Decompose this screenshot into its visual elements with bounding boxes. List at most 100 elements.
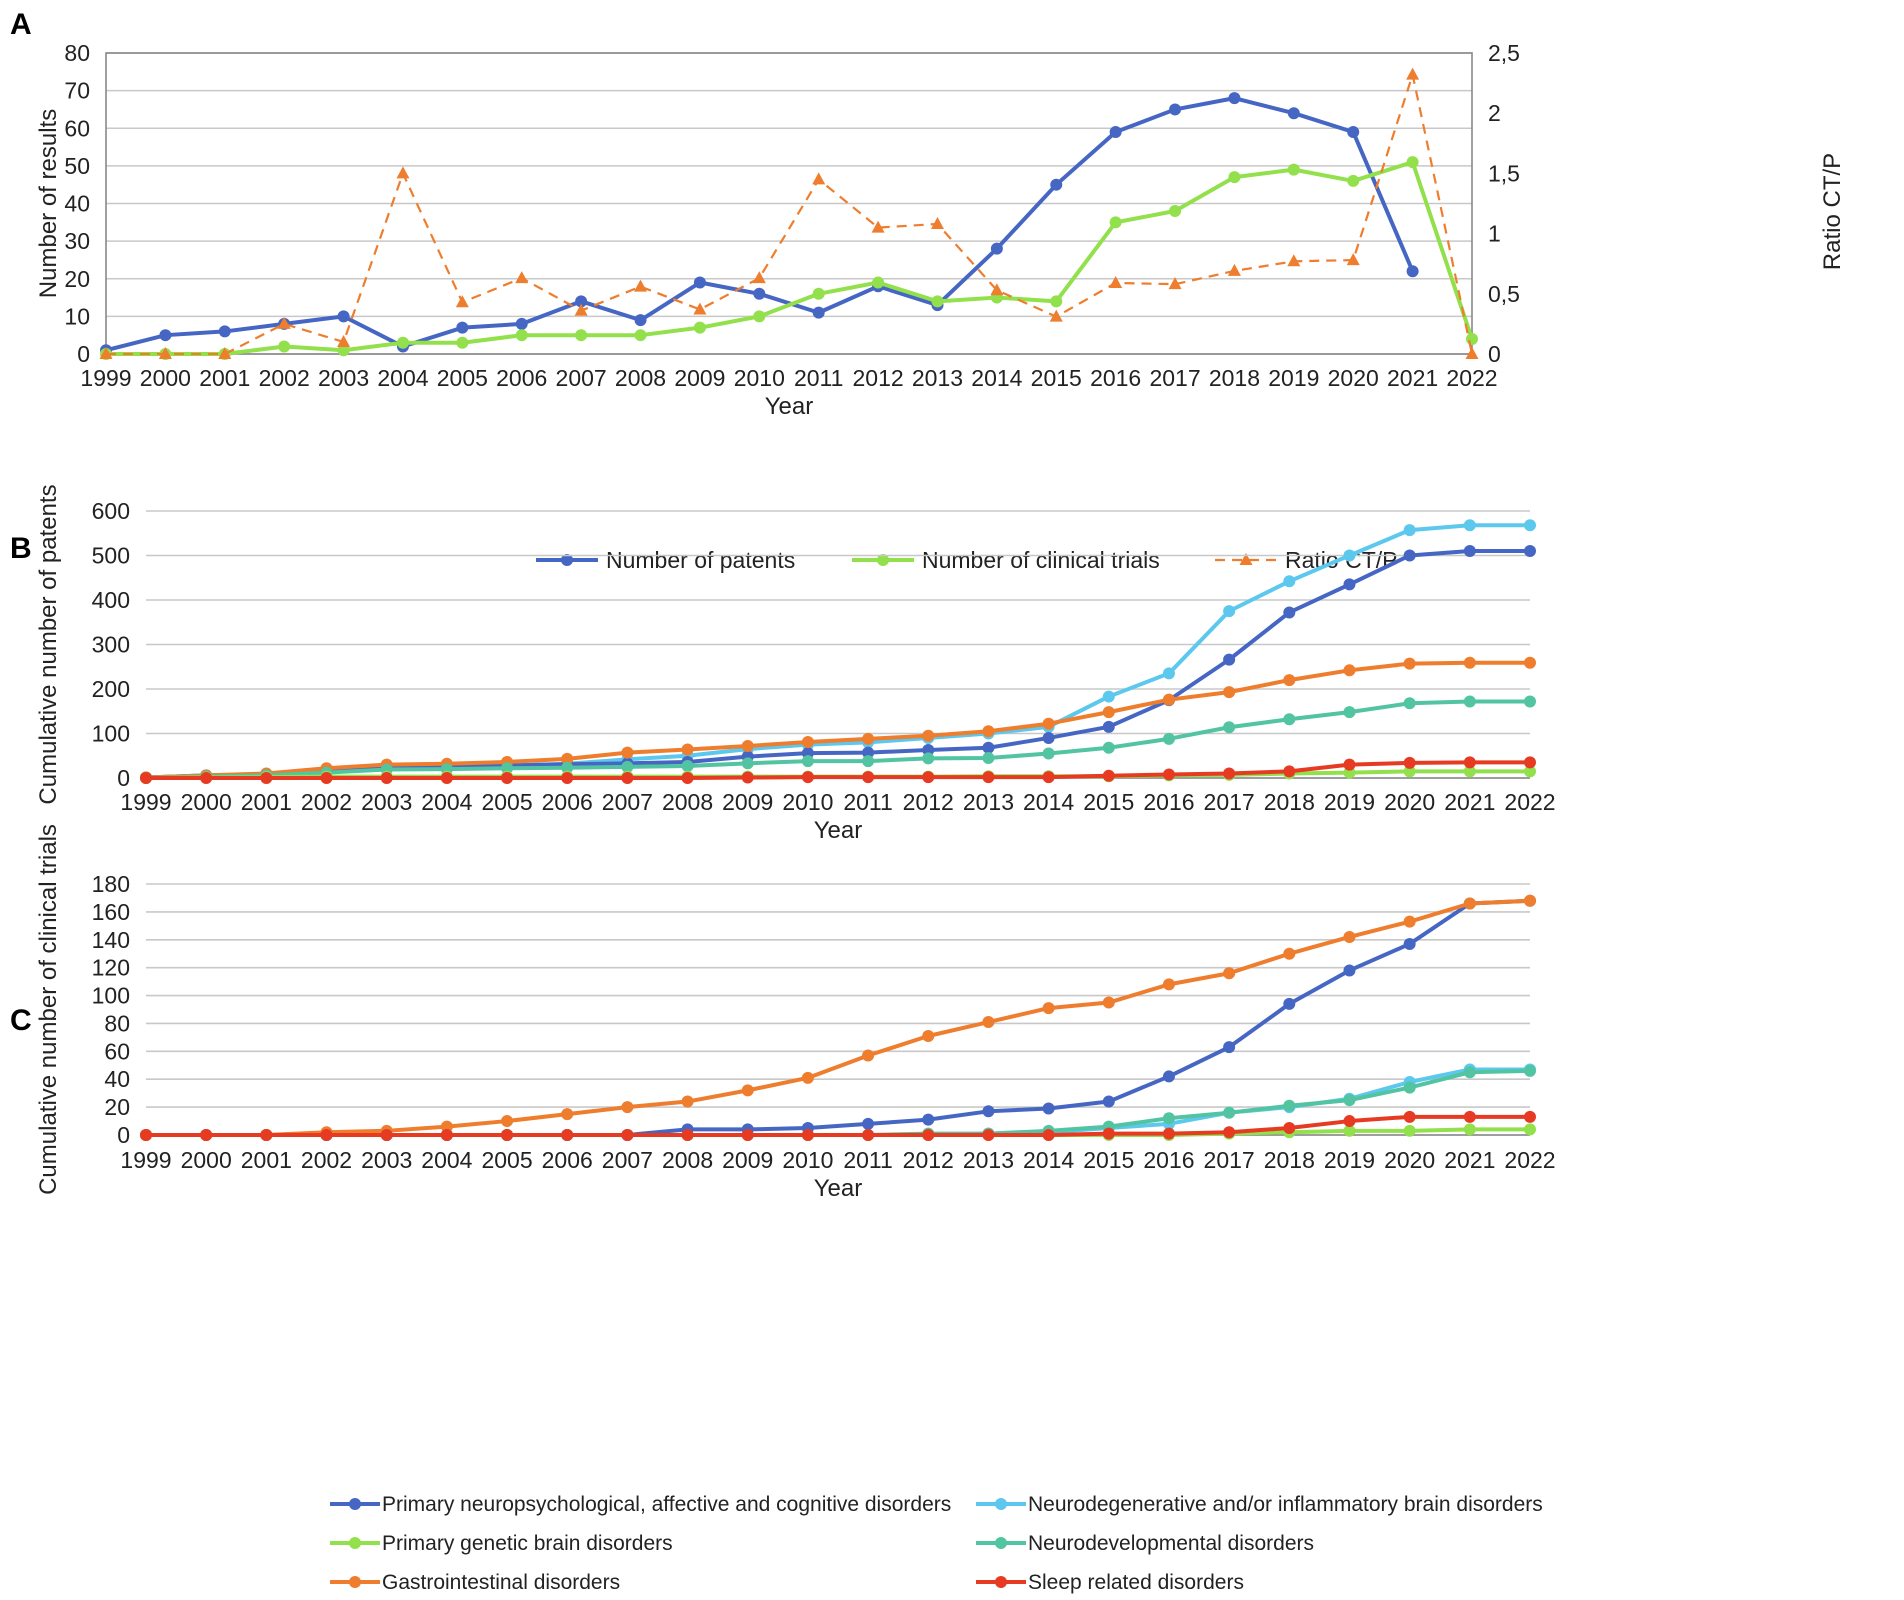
chart-a-xtick-label: 2018 — [1209, 365, 1260, 391]
chart-c-xtick-label: 2016 — [1143, 1147, 1194, 1173]
chart-a-series-number-of-patents-marker — [1109, 126, 1122, 139]
chart-b-ytick-label: 400 — [92, 587, 130, 613]
chart-c-series-gastrointestinal-disorders-marker — [501, 1115, 514, 1128]
chart-a-series-ratio-ct-p-marker — [277, 316, 291, 329]
chart-a-xtick-label: 2017 — [1149, 365, 1200, 391]
chart-b-xtick-label: 2014 — [1023, 789, 1074, 815]
chart-b-series-sleep-related-disorders-marker — [380, 772, 393, 784]
chart-a-series-number-of-patents-marker — [753, 287, 766, 300]
chart-c-series-primary-neuropsychological-affective-and-cognitive-disorders-marker — [862, 1117, 875, 1130]
chart-a-series-number-of-patents-marker — [812, 306, 825, 319]
chart-a-xtick-label: 2001 — [199, 365, 250, 391]
chart-c-series-gastrointestinal-disorders-marker — [1403, 915, 1416, 928]
chart-b-xtick-label: 2009 — [722, 789, 773, 815]
chart-c-series-gastrointestinal-disorders-marker — [621, 1101, 634, 1114]
chart-a-y2tick-label: 2,5 — [1488, 40, 1520, 66]
chart-b-series-neurodevelopmental-disorders-marker — [862, 755, 875, 768]
chart-b-series-primary-genetic-brain-disorders-marker — [1403, 765, 1416, 778]
chart-b-xtick-label: 2017 — [1204, 789, 1255, 815]
chart-b-x-axis-title: Year — [814, 817, 863, 844]
chart-a-series-number-of-patents-marker — [575, 295, 588, 308]
chart-c-series-sleep-related-disorders-marker — [1162, 1127, 1175, 1140]
chart-c-series-primary-genetic-brain-disorders-marker — [1524, 1123, 1536, 1136]
chart-a-ytick-label: 40 — [64, 191, 90, 217]
chart-c-xtick-label: 2015 — [1083, 1147, 1134, 1173]
chart-c-series-primary-neuropsychological-affective-and-cognitive-disorders-marker — [1343, 964, 1356, 977]
chart-b-xtick-label: 2013 — [963, 789, 1014, 815]
chart-a-ytick-label: 0 — [77, 341, 90, 367]
chart-a-series-ratio-ct-p-marker — [871, 220, 885, 233]
chart-b-series-gastrointestinal-disorders-line — [145, 660, 1530, 780]
chart-a-xtick-label: 1999 — [80, 365, 131, 391]
chart-b-series-sleep-related-disorders-marker — [1524, 756, 1536, 769]
chart-a-y2tick-label: 0 — [1488, 341, 1501, 367]
legend-bc-swatch-marker — [349, 1576, 361, 1588]
chart-b-series-gastrointestinal-disorders-marker — [1102, 706, 1115, 719]
chart-c-xtick-label: 2000 — [181, 1147, 232, 1173]
chart-b-series-sleep-related-disorders-marker — [741, 771, 754, 784]
legend-a-swatch-marker — [877, 554, 889, 566]
chart-b-series-primary-neuropsychological-affective-and-cognitive-disorders — [140, 545, 1536, 784]
chart-c-series-sleep-related-disorders-marker — [741, 1129, 754, 1141]
chart-c-series-gastrointestinal-disorders-marker — [1162, 978, 1175, 991]
chart-b-ytick-label: 600 — [92, 498, 130, 524]
chart-a-series-number-of-clinical-trials-marker — [278, 340, 291, 353]
chart-c-series-sleep-related-disorders-marker — [1283, 1122, 1296, 1135]
chart-a: 0 10 20 30 40 50 60 70 80 0 0,5 1 1,5 2 2,5 Ratio CT/P 1… — [35, 40, 1846, 573]
chart-b-xtick-label: 1999 — [120, 789, 171, 815]
chart-c-xtick-label: 2003 — [361, 1147, 412, 1173]
chart-c-series-sleep-related-disorders-marker — [440, 1129, 453, 1141]
chart-b-xtick-label: 2008 — [662, 789, 713, 815]
legend-a-item-ratio-ct-p: Ratio CT/P — [1215, 547, 1397, 573]
chart-c-series-sleep-related-disorders-marker — [501, 1129, 514, 1141]
chart-c-xtick-label: 2011 — [843, 1147, 892, 1173]
chart-c-xtick-label: 2021 — [1444, 1147, 1495, 1173]
chart-b-series-neurodegenerative-and-or-inflammatory-brain-disorders-marker — [1403, 524, 1416, 537]
chart-b-xtick-label: 2001 — [241, 789, 292, 815]
chart-c-ytick-label: 180 — [92, 871, 130, 897]
chart-a-xtick-label: 2022 — [1446, 365, 1497, 391]
chart-b-series-gastrointestinal-disorders-marker — [561, 752, 574, 765]
chart-b-series-sleep-related-disorders-marker — [621, 772, 634, 784]
chart-a-ytick-label: 80 — [64, 40, 90, 66]
chart-a-series-number-of-patents-marker — [693, 276, 706, 289]
chart-a-series-number-of-clinical-trials-marker — [1050, 295, 1063, 308]
chart-a-ytick-label: 20 — [64, 266, 90, 292]
chart-a-xtick-label: 2002 — [259, 365, 310, 391]
chart-b-ytick-label: 500 — [92, 543, 130, 569]
chart-a-series-ratio-ct-p-marker — [158, 347, 172, 359]
chart-b-series-gastrointestinal-disorders — [140, 656, 1536, 784]
chart-c-xtick-label: 2010 — [782, 1147, 833, 1173]
chart-b-series-sleep-related-disorders-marker — [1463, 756, 1476, 769]
chart-c-x-axis-title: Year — [814, 1175, 863, 1202]
chart-a-series-ratio-ct-p-marker — [634, 279, 648, 292]
chart-b-series-gastrointestinal-disorders-marker — [1223, 686, 1236, 699]
chart-c-series-gastrointestinal-disorders-marker — [862, 1049, 875, 1062]
chart-b-series-sleep-related-disorders-marker — [140, 772, 152, 784]
chart-a-xtick-label: 2004 — [377, 365, 428, 391]
chart-c-series-sleep-related-disorders-marker — [1343, 1115, 1356, 1128]
chart-b-series-gastrointestinal-disorders-marker — [681, 743, 694, 756]
legend-a-item-number-of-patents: Number of patents — [536, 547, 795, 573]
chart-b-xtick-label: 2016 — [1143, 789, 1194, 815]
chart-a-series-number-of-clinical-trials-marker — [1228, 171, 1241, 184]
chart-c-series-primary-neuropsychological-affective-and-cognitive-disorders-marker — [1162, 1070, 1175, 1083]
chart-a-series-number-of-clinical-trials-marker — [753, 310, 766, 323]
chart-c-series-sleep-related-disorders-line — [146, 1114, 1530, 1137]
chart-b-series-neurodegenerative-and-or-inflammatory-brain-disorders-marker — [1524, 519, 1536, 532]
chart-a-series-ratio-ct-p-marker — [574, 303, 588, 316]
chart-a-x-axis-title: Year — [765, 393, 814, 420]
chart-a-series-number-of-patents-marker — [1347, 126, 1360, 139]
chart-b-series-neurodegenerative-and-or-inflammatory-brain-disorders-marker — [1463, 519, 1476, 532]
chart-a-series-number-of-clinical-trials-marker — [812, 287, 825, 300]
chart-a-series-number-of-clinical-trials-marker — [931, 295, 944, 308]
chart-a-xtick-label: 2009 — [674, 365, 725, 391]
chart-c-ytick-label: 20 — [104, 1094, 130, 1120]
chart-a-series-number-of-patents-marker — [337, 310, 350, 323]
legend-bc-swatch-marker — [995, 1576, 1007, 1588]
chart-a-xtick-label: 2005 — [437, 365, 488, 391]
chart-b-ytick-label: 0 — [117, 765, 130, 791]
chart-c-series-gastrointestinal-disorders-marker — [1343, 930, 1356, 943]
legend-bc-item-neurodegenerative-and-or-inflammatory-brain-disorders: Neurodegenerative and/or inflammatory br… — [976, 1493, 1543, 1516]
chart-a-series-ratio-ct-p-marker — [990, 283, 1004, 296]
